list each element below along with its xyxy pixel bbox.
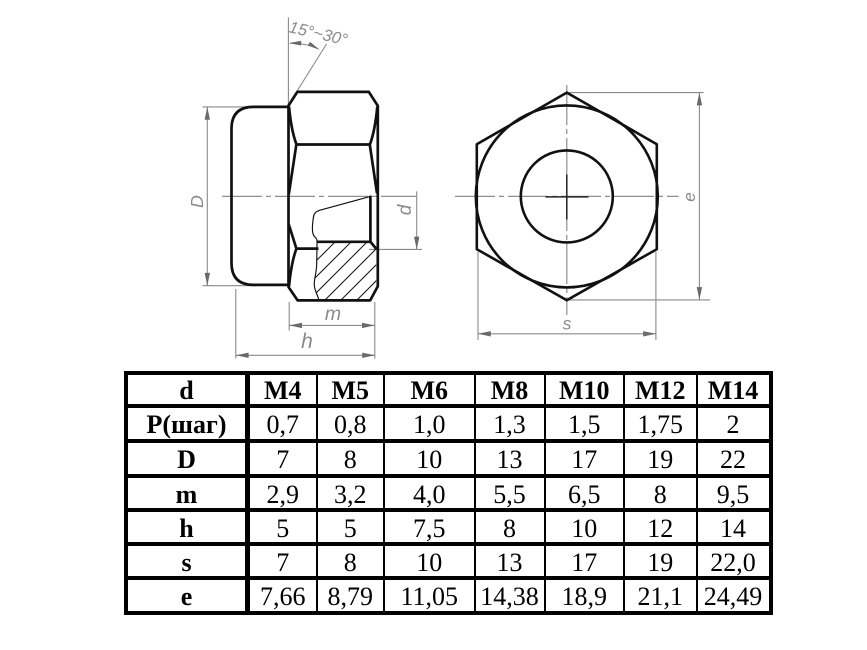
svg-text:d: d [395,203,416,215]
svg-text:h: h [301,330,313,353]
svg-text:s: s [563,314,572,334]
svg-text:m: m [325,303,341,325]
svg-text:D: D [187,195,207,208]
svg-text:15°~30°: 15°~30° [287,18,349,49]
svg-text:e: e [680,192,699,201]
